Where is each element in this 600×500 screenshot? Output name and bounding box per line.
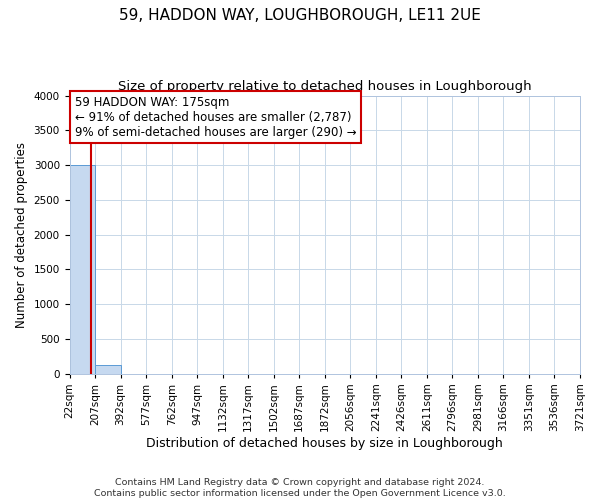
Bar xyxy=(95,364,121,374)
Title: Size of property relative to detached houses in Loughborough: Size of property relative to detached ho… xyxy=(118,80,532,93)
Text: 59, HADDON WAY, LOUGHBOROUGH, LE11 2UE: 59, HADDON WAY, LOUGHBOROUGH, LE11 2UE xyxy=(119,8,481,22)
Bar xyxy=(70,165,95,374)
Text: Contains HM Land Registry data © Crown copyright and database right 2024.
Contai: Contains HM Land Registry data © Crown c… xyxy=(94,478,506,498)
Text: 59 HADDON WAY: 175sqm
← 91% of detached houses are smaller (2,787)
9% of semi-de: 59 HADDON WAY: 175sqm ← 91% of detached … xyxy=(74,96,356,138)
X-axis label: Distribution of detached houses by size in Loughborough: Distribution of detached houses by size … xyxy=(146,437,503,450)
Y-axis label: Number of detached properties: Number of detached properties xyxy=(15,142,28,328)
